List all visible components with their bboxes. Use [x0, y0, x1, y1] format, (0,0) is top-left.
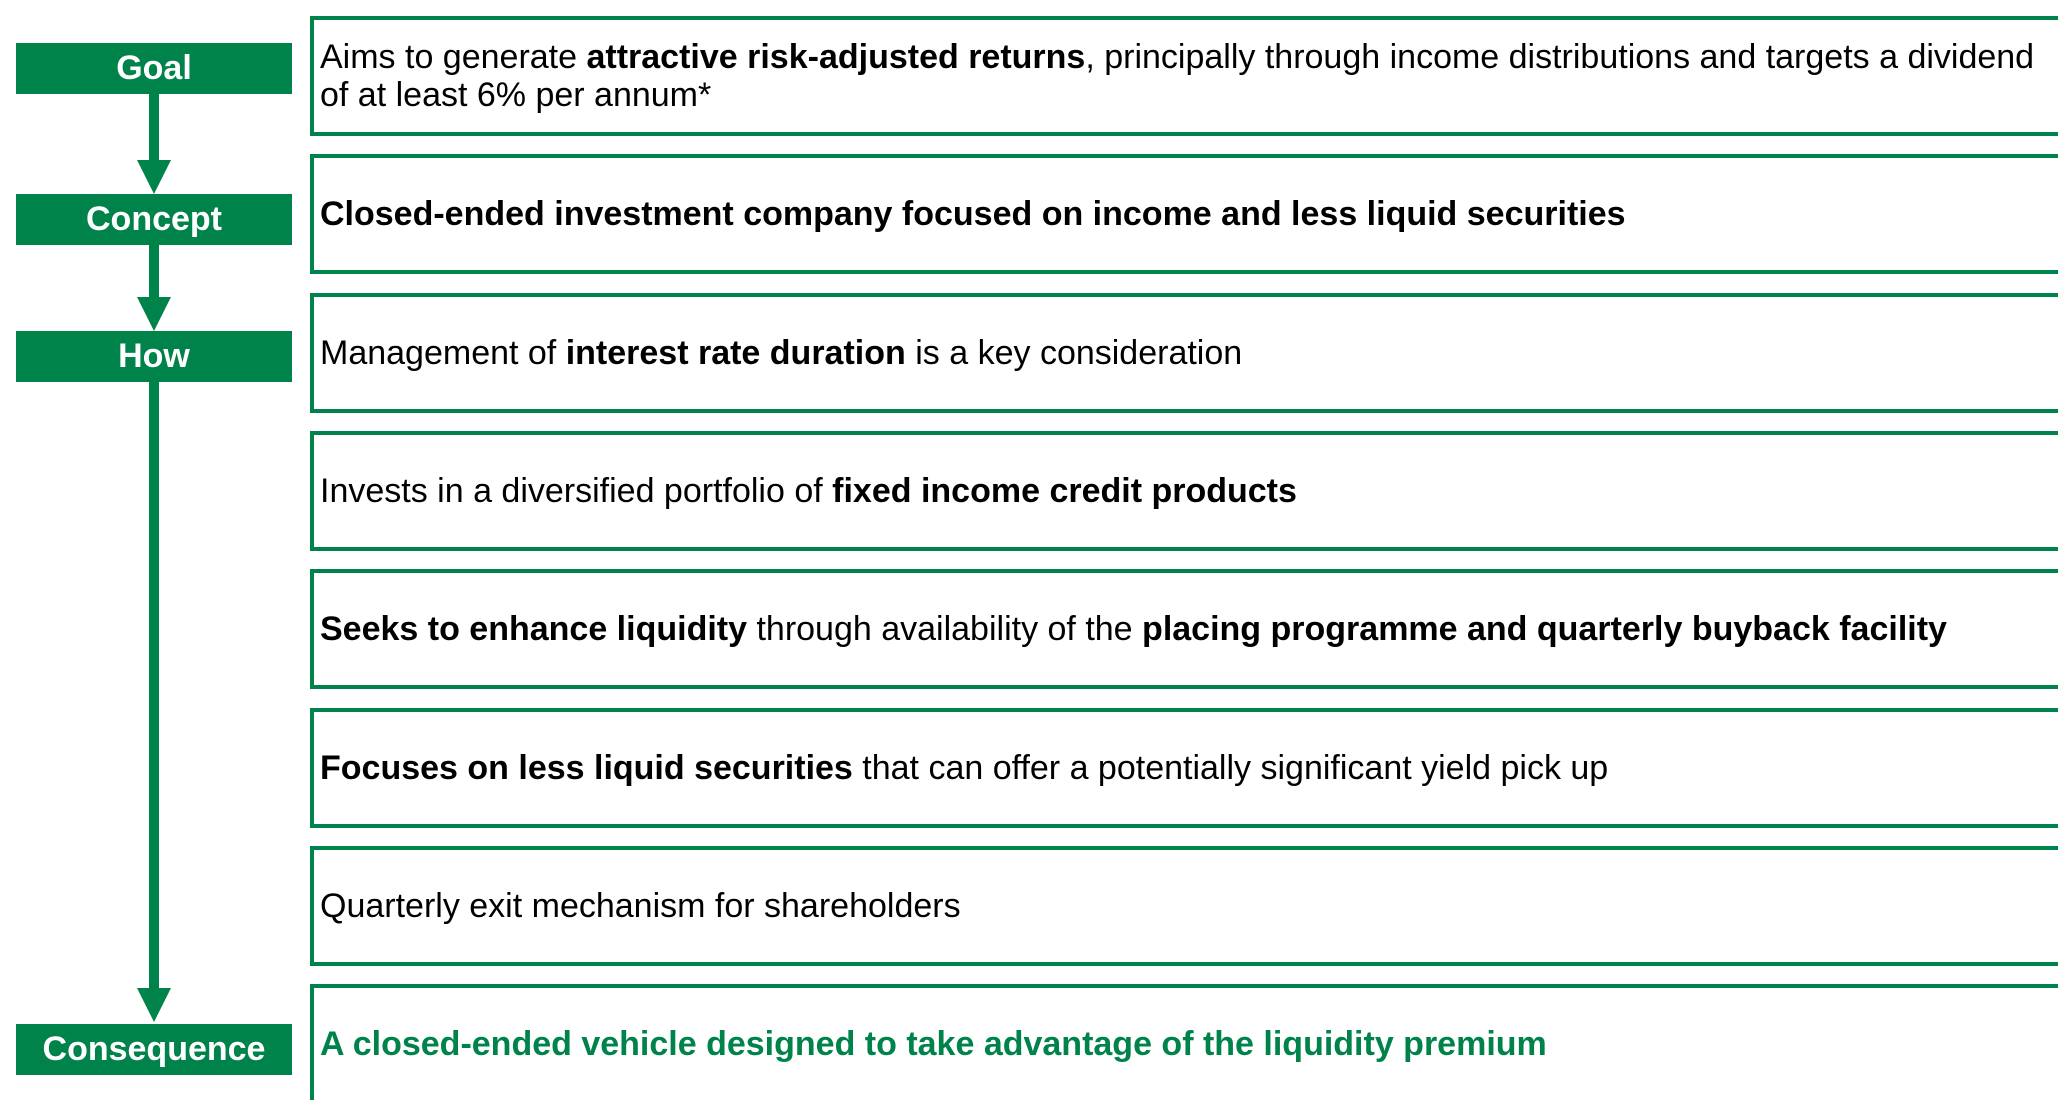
text-run: that can offer a potentially significant…: [852, 748, 1609, 787]
row-text: Quarterly exit mechanism for shareholder…: [320, 887, 961, 925]
text-run: is a key consideration: [905, 333, 1243, 372]
row-box: Aims to generate attractive risk-adjuste…: [310, 16, 2058, 136]
row-box: Seeks to enhance liquidity through avail…: [310, 569, 2058, 690]
arrow-head: [137, 988, 171, 1022]
row-text: A closed-ended vehicle designed to take …: [320, 1025, 1547, 1063]
step-label: Goal: [16, 43, 292, 94]
row-text: Aims to generate attractive risk-adjuste…: [320, 38, 2050, 114]
row-text: Invests in a diversified portfolio of fi…: [320, 472, 1297, 510]
text-run: Aims to generate: [320, 38, 587, 76]
arrow-head: [137, 160, 171, 194]
row-text: Closed-ended investment company focused …: [320, 195, 1626, 233]
row-box: Invests in a diversified portfolio of fi…: [310, 430, 2058, 551]
text-run: through availability of the: [747, 610, 1143, 649]
text-run: interest rate duration: [565, 333, 906, 372]
row-box: A closed-ended vehicle designed to take …: [310, 984, 2058, 1100]
row-text: Management of interest rate duration is …: [320, 334, 1242, 372]
text-run: A closed-ended vehicle designed to take …: [320, 1025, 1547, 1064]
arrow-head: [137, 297, 171, 331]
text-run: Management of: [320, 333, 566, 372]
text-run: Closed-ended investment company focused …: [320, 195, 1626, 234]
row-box: Management of interest rate duration is …: [310, 292, 2058, 413]
step-label: Consequence: [16, 1024, 292, 1075]
text-run: fixed income credit products: [832, 471, 1297, 510]
row-box: Closed-ended investment company focused …: [310, 154, 2058, 275]
connector: [149, 382, 159, 992]
text-run: placing programme and quarterly buyback …: [1142, 610, 1947, 649]
row-box: Focuses on less liquid securities that c…: [310, 707, 2058, 828]
connector: [149, 94, 159, 164]
text-run: Invests in a diversified portfolio of: [320, 471, 833, 510]
text-run: Seeks to enhance liquidity: [320, 610, 748, 649]
step-label: How: [16, 331, 292, 382]
row-box: Quarterly exit mechanism for shareholder…: [310, 845, 2058, 966]
text-run: attractive risk-adjusted returns: [586, 38, 1086, 76]
text-run: , principally through income distributio…: [320, 38, 2035, 114]
text-run: Quarterly exit mechanism for shareholder…: [320, 886, 961, 925]
connector: [149, 245, 159, 300]
row-text: Seeks to enhance liquidity through avail…: [320, 610, 1947, 648]
row-text: Focuses on less liquid securities that c…: [320, 749, 1608, 787]
step-label: Concept: [16, 194, 292, 245]
text-run: Focuses on less liquid securities: [320, 748, 853, 787]
